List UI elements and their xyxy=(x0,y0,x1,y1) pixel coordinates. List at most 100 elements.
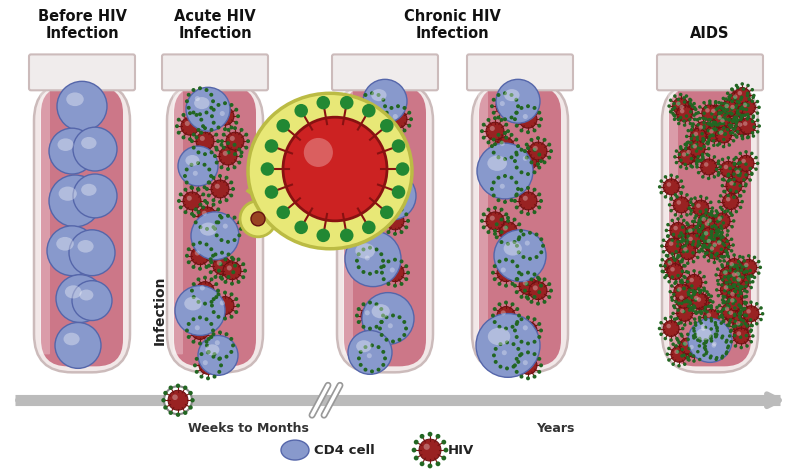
Circle shape xyxy=(526,186,530,190)
Ellipse shape xyxy=(66,93,84,106)
Circle shape xyxy=(368,136,372,140)
Circle shape xyxy=(412,447,417,453)
Circle shape xyxy=(734,156,738,159)
Circle shape xyxy=(674,280,678,283)
Circle shape xyxy=(207,264,211,268)
Circle shape xyxy=(218,174,222,178)
Circle shape xyxy=(717,162,720,165)
Circle shape xyxy=(230,292,234,296)
Circle shape xyxy=(685,134,689,138)
Circle shape xyxy=(716,267,719,271)
Circle shape xyxy=(725,339,729,342)
Circle shape xyxy=(493,232,497,236)
Circle shape xyxy=(396,162,410,176)
Circle shape xyxy=(734,124,738,128)
Circle shape xyxy=(683,276,686,279)
Circle shape xyxy=(304,138,333,167)
Circle shape xyxy=(493,229,497,233)
Circle shape xyxy=(674,250,678,253)
Circle shape xyxy=(539,329,543,332)
Circle shape xyxy=(720,283,724,287)
Circle shape xyxy=(718,111,721,115)
Circle shape xyxy=(499,208,503,212)
Circle shape xyxy=(685,233,701,249)
Circle shape xyxy=(729,94,733,97)
Circle shape xyxy=(73,127,117,171)
Circle shape xyxy=(741,137,744,141)
Circle shape xyxy=(196,282,214,299)
Circle shape xyxy=(718,142,722,146)
Circle shape xyxy=(734,84,738,87)
Circle shape xyxy=(727,102,743,118)
Circle shape xyxy=(705,339,709,342)
Circle shape xyxy=(694,132,698,136)
Circle shape xyxy=(519,321,537,339)
Circle shape xyxy=(670,239,674,242)
Circle shape xyxy=(729,329,732,333)
Circle shape xyxy=(742,159,746,163)
Circle shape xyxy=(714,358,718,361)
Circle shape xyxy=(753,125,756,129)
Circle shape xyxy=(732,157,736,161)
Circle shape xyxy=(743,300,746,304)
Circle shape xyxy=(514,277,518,281)
Circle shape xyxy=(236,114,240,118)
Circle shape xyxy=(222,224,228,228)
Circle shape xyxy=(663,264,666,268)
Ellipse shape xyxy=(248,93,412,249)
Circle shape xyxy=(261,162,274,176)
Circle shape xyxy=(525,282,529,286)
Circle shape xyxy=(515,307,519,311)
Circle shape xyxy=(724,132,727,135)
Circle shape xyxy=(720,227,723,230)
Circle shape xyxy=(539,199,543,203)
Circle shape xyxy=(726,274,730,278)
Circle shape xyxy=(209,174,213,178)
Circle shape xyxy=(679,333,683,336)
Circle shape xyxy=(732,263,735,266)
Circle shape xyxy=(702,234,706,238)
FancyBboxPatch shape xyxy=(173,91,183,354)
Circle shape xyxy=(694,298,698,302)
Circle shape xyxy=(750,286,753,289)
Circle shape xyxy=(514,194,518,197)
Circle shape xyxy=(701,226,705,229)
Circle shape xyxy=(750,100,754,103)
Circle shape xyxy=(676,244,679,248)
Circle shape xyxy=(704,306,707,309)
Circle shape xyxy=(504,212,508,216)
Circle shape xyxy=(728,321,731,325)
Circle shape xyxy=(220,277,224,281)
Circle shape xyxy=(746,115,750,119)
Circle shape xyxy=(390,161,395,166)
Circle shape xyxy=(681,185,685,188)
Circle shape xyxy=(188,111,192,115)
Circle shape xyxy=(739,305,742,308)
Circle shape xyxy=(679,321,683,324)
Circle shape xyxy=(706,259,710,263)
Circle shape xyxy=(523,149,527,153)
Circle shape xyxy=(694,112,698,115)
Circle shape xyxy=(381,259,385,263)
Ellipse shape xyxy=(58,138,74,151)
Circle shape xyxy=(731,302,735,306)
Circle shape xyxy=(378,327,382,330)
Circle shape xyxy=(692,329,696,333)
Circle shape xyxy=(722,145,726,149)
FancyBboxPatch shape xyxy=(479,86,561,366)
Circle shape xyxy=(713,116,717,119)
Circle shape xyxy=(730,213,734,217)
Circle shape xyxy=(717,173,720,177)
Circle shape xyxy=(696,256,699,259)
Circle shape xyxy=(722,295,725,298)
Circle shape xyxy=(722,138,726,141)
Circle shape xyxy=(186,87,230,131)
Circle shape xyxy=(533,340,537,344)
Circle shape xyxy=(214,295,218,299)
Circle shape xyxy=(234,310,238,314)
Circle shape xyxy=(519,273,523,276)
Circle shape xyxy=(705,350,709,354)
Circle shape xyxy=(688,289,691,292)
Circle shape xyxy=(699,195,702,198)
Ellipse shape xyxy=(79,290,94,300)
